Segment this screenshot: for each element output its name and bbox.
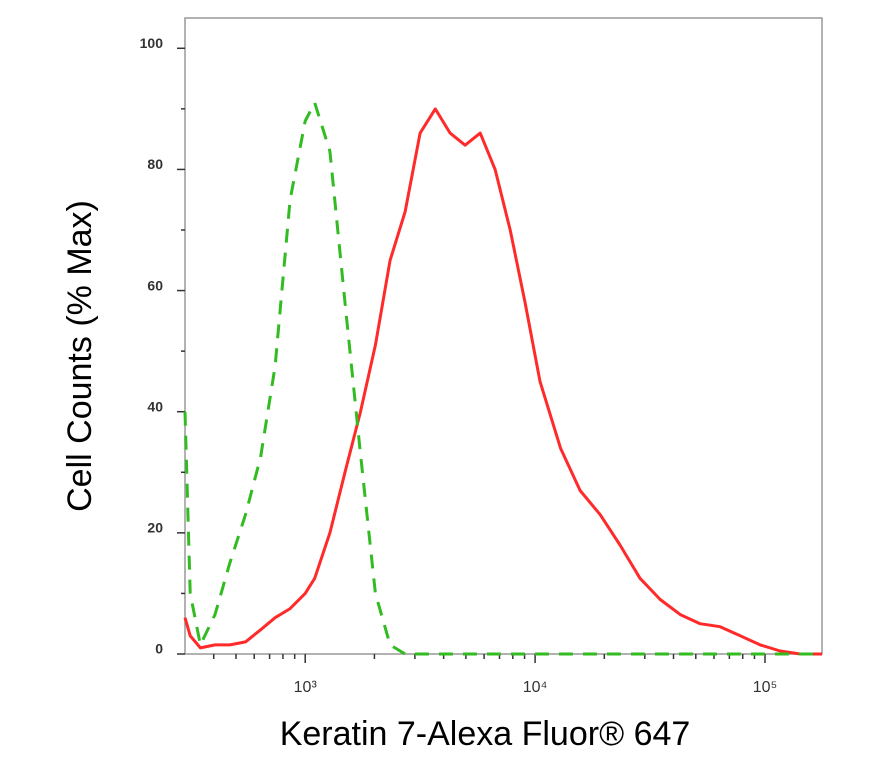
x-tick-label: 10⁵ (753, 679, 777, 696)
x-axis-title: Keratin 7-Alexa Fluor® 647 (280, 715, 691, 753)
series-line (183, 101, 822, 656)
x-tick-label: 10⁴ (523, 679, 548, 696)
y-tick-label: 80 (147, 156, 163, 172)
plot-frame (184, 17, 823, 655)
y-tick-label: 60 (147, 277, 163, 293)
y-axis-title: Cell Counts (% Max) (61, 200, 99, 512)
x-tick-label: 10³ (294, 679, 318, 696)
y-tick-label: 40 (147, 398, 163, 414)
y-tick-label: 20 (147, 520, 163, 536)
y-tick-label: 100 (140, 35, 164, 51)
y-tick-label: 0 (155, 641, 163, 657)
series-line (183, 107, 822, 656)
